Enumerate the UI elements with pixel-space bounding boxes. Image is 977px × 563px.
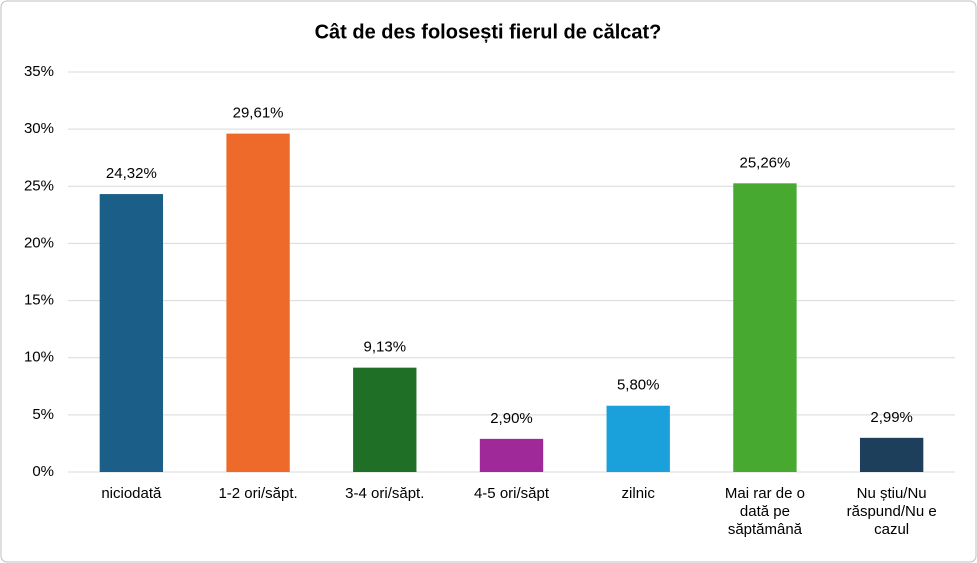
value-label: 2,90% — [490, 410, 533, 427]
value-label: 5,80% — [617, 377, 660, 394]
bar — [353, 367, 417, 472]
bar — [859, 437, 924, 472]
x-tick-label: 3-4 ori/săpt. — [345, 485, 425, 502]
x-tick-label: 1-2 ori/săpt. — [218, 485, 298, 502]
y-tick-label: 20% — [24, 234, 54, 251]
value-label: 25,26% — [739, 154, 790, 171]
y-tick-label: 35% — [24, 63, 54, 80]
bar — [733, 183, 797, 473]
bar — [606, 405, 670, 472]
x-tick-label: Nu știu/Nu răspund/Nu e cazul — [846, 485, 937, 538]
y-tick-label: 5% — [32, 406, 54, 423]
chart-title: Cât de des folosești fierul de călcat? — [315, 21, 662, 43]
y-tick-label: 15% — [24, 292, 54, 309]
value-label: 24,32% — [106, 165, 157, 182]
value-label: 9,13% — [364, 339, 407, 356]
bar — [479, 438, 544, 472]
y-tick-label: 10% — [24, 349, 54, 366]
y-tick-label: 30% — [24, 120, 54, 137]
y-tick-label: 0% — [32, 463, 54, 480]
value-label: 29,61% — [233, 105, 284, 122]
value-label: 2,99% — [870, 409, 913, 426]
bar — [226, 133, 290, 472]
x-tick-label: 4-5 ori/săpt — [473, 485, 550, 502]
x-tick-label: Mai rar de o dată pe săptămână — [724, 485, 805, 538]
y-tick-label: 25% — [24, 177, 54, 194]
bar — [99, 194, 164, 473]
x-tick-label: zilnic — [621, 485, 655, 502]
x-tick-label: niciodată — [101, 485, 162, 502]
